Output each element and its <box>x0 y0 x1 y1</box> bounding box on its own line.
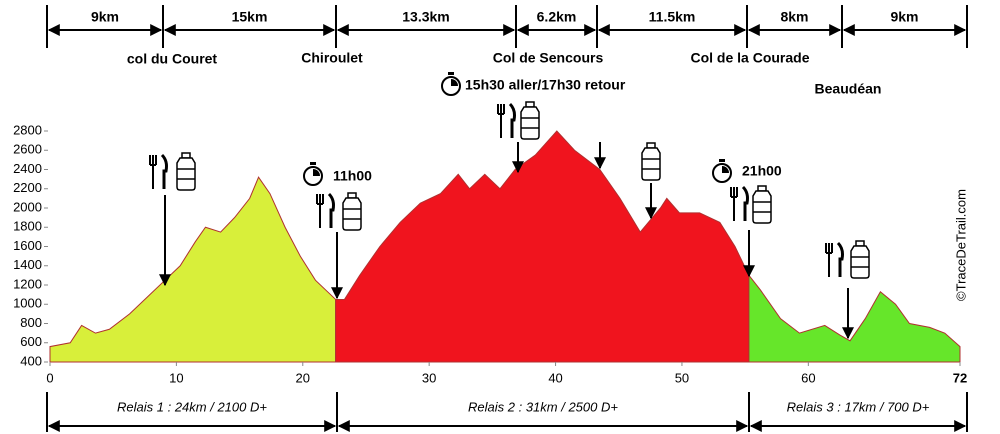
place-label: Col de Sencours <box>493 50 604 66</box>
time-label: 11h00 <box>333 168 372 184</box>
bottle <box>520 106 540 140</box>
distance-label: 13.3km <box>402 9 449 25</box>
credit: ©TraceDeTrail.com <box>953 189 968 301</box>
x-tick-label: 0 <box>46 370 53 385</box>
distance-label: 11.5km <box>649 9 696 25</box>
fork <box>730 187 738 221</box>
timer-icon <box>303 162 323 186</box>
time-label: 15h30 aller/17h30 retour <box>465 77 626 93</box>
bottle <box>176 157 196 191</box>
y-tick-label: 1000 <box>13 296 42 311</box>
knife <box>836 241 844 277</box>
place-label: Chiroulet <box>301 50 363 66</box>
water-icon <box>752 185 772 224</box>
knife <box>741 185 749 221</box>
place-label: col du Couret <box>127 51 218 67</box>
y-tick-label: 600 <box>20 334 42 349</box>
bottle <box>752 190 772 224</box>
y-tick-label: 1800 <box>13 219 42 234</box>
fork <box>316 194 324 228</box>
water-icon <box>342 192 362 231</box>
place-label: Beaudéan <box>815 81 882 97</box>
bottle <box>641 147 661 181</box>
relay-label: Relais 1 : 24km / 2100 D+ <box>117 399 267 414</box>
y-tick-label: 1200 <box>13 276 42 291</box>
fork <box>149 155 157 189</box>
place-label: Col de la Courade <box>690 50 809 66</box>
x-tick-label: 40 <box>548 370 562 385</box>
food-icon <box>825 241 844 277</box>
y-tick-label: 2400 <box>13 161 42 176</box>
fork <box>497 104 505 138</box>
bottle <box>342 197 362 231</box>
distance-label: 6.2km <box>537 9 577 25</box>
decorations <box>46 5 968 432</box>
x-tick-label: 30 <box>422 370 436 385</box>
knife <box>327 192 335 228</box>
y-tick-label: 2000 <box>13 199 42 214</box>
wedge <box>722 166 729 173</box>
button <box>719 159 725 162</box>
knife <box>160 153 168 189</box>
wedge <box>451 79 458 86</box>
button <box>448 72 454 75</box>
knife <box>508 102 516 138</box>
x-tick-label: 72 <box>953 370 967 385</box>
bottle <box>850 245 870 279</box>
food-icon <box>730 185 749 221</box>
elevation-area <box>748 273 961 363</box>
fork <box>825 243 833 277</box>
y-tick-label: 2600 <box>13 142 42 157</box>
food-icon <box>497 102 516 138</box>
time-label: 21h00 <box>742 163 782 179</box>
y-tick-label: 1600 <box>13 238 42 253</box>
y-tick-label: 400 <box>20 353 42 368</box>
plot <box>49 130 961 363</box>
water-icon <box>641 142 661 181</box>
relay-label: Relais 2 : 31km / 2500 D+ <box>468 399 618 414</box>
x-tick-label: 10 <box>169 370 183 385</box>
y-tick-label: 1400 <box>13 257 42 272</box>
water-icon <box>176 152 196 191</box>
x-tick-label: 60 <box>801 370 815 385</box>
food-icon <box>316 192 335 228</box>
distance-label: 9km <box>91 9 119 25</box>
button <box>310 162 316 165</box>
elevation-area <box>335 130 750 363</box>
y-tick-label: 2200 <box>13 180 42 195</box>
water-icon <box>520 101 540 140</box>
elevation-area <box>49 176 337 363</box>
distance-label: 9km <box>890 9 918 25</box>
x-tick-label: 20 <box>296 370 310 385</box>
distance-label: 15km <box>232 9 268 25</box>
relay-label: Relais 3 : 17km / 700 D+ <box>787 399 930 414</box>
distance-label: 8km <box>780 9 808 25</box>
x-tick-label: 50 <box>675 370 689 385</box>
y-tick-label: 2800 <box>13 122 42 137</box>
timer-icon <box>712 159 732 183</box>
y-tick-label: 800 <box>20 315 42 330</box>
water-icon <box>850 240 870 279</box>
food-icon <box>149 153 168 189</box>
wedge <box>313 169 320 176</box>
timer-icon <box>441 72 461 96</box>
